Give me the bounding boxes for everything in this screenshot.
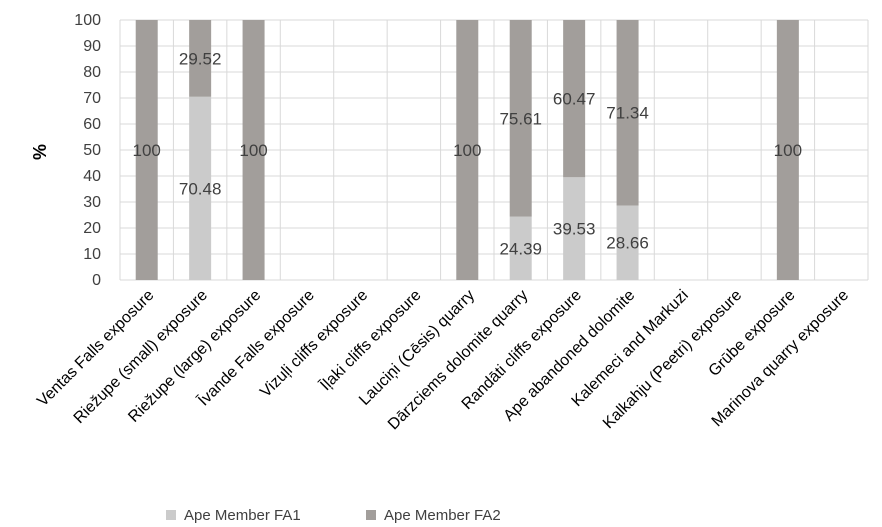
bar-segment-2 [456,20,479,280]
y-tick-label: 40 [83,168,101,185]
y-tick-label: 60 [83,116,101,133]
y-tick-label: 80 [83,64,101,81]
bar-segment-1 [616,205,639,280]
bar-segment-2 [242,20,265,280]
y-tick-label: 20 [83,220,101,237]
data-labels: 100 70.48 29.52 100 100 24.39 75.61 39.53 60.47 2… [133,49,803,258]
legend-swatch [366,510,376,520]
data-label: 100 [133,141,161,160]
data-label: 24.39 [499,239,542,258]
data-label: 28.66 [606,234,649,253]
grid-lines [119,19,869,281]
data-label: 100 [453,141,481,160]
bar-series [135,20,799,280]
y-axis-label: % [30,144,50,160]
legend-label: Ape Member FA1 [184,507,301,524]
bar-segment-1 [189,96,212,280]
legend-swatch [166,510,176,520]
data-label: 70.48 [179,179,222,198]
bar-segment-1 [563,177,586,280]
y-tick-label: 10 [83,246,101,263]
y-tick-label: 90 [83,38,101,55]
data-label: 75.61 [499,109,542,128]
y-tick-label: 0 [92,272,101,289]
y-tick-label: 50 [83,142,101,159]
bar-segment-2 [563,20,586,178]
legend: Ape Member FA1 Ape Member FA2 [166,507,501,524]
bar-segment-2 [509,20,532,217]
y-tick-label: 100 [74,12,101,29]
y-tick-label: 30 [83,194,101,211]
data-label: 100 [239,141,267,160]
y-tick-label: 70 [83,90,101,107]
legend-label: Ape Member FA2 [384,507,501,524]
data-label: 29.52 [179,49,222,68]
bar-segment-2 [776,20,799,280]
data-label: 60.47 [553,90,596,109]
bar-segment-2 [616,20,639,206]
bar-segment-2 [189,20,212,97]
data-label: 39.53 [553,220,596,239]
bar-segment-1 [509,216,532,280]
y-axis-ticks: 0 10 20 30 40 50 60 70 80 90 100 [74,12,101,289]
data-label: 71.34 [606,104,649,123]
x-category-label: Vizuļi cliffs exposure [257,287,371,401]
x-category-label: Īļaki cliffs exposure [317,286,425,394]
data-label: 100 [774,141,802,160]
bar-segment-2 [135,20,158,280]
